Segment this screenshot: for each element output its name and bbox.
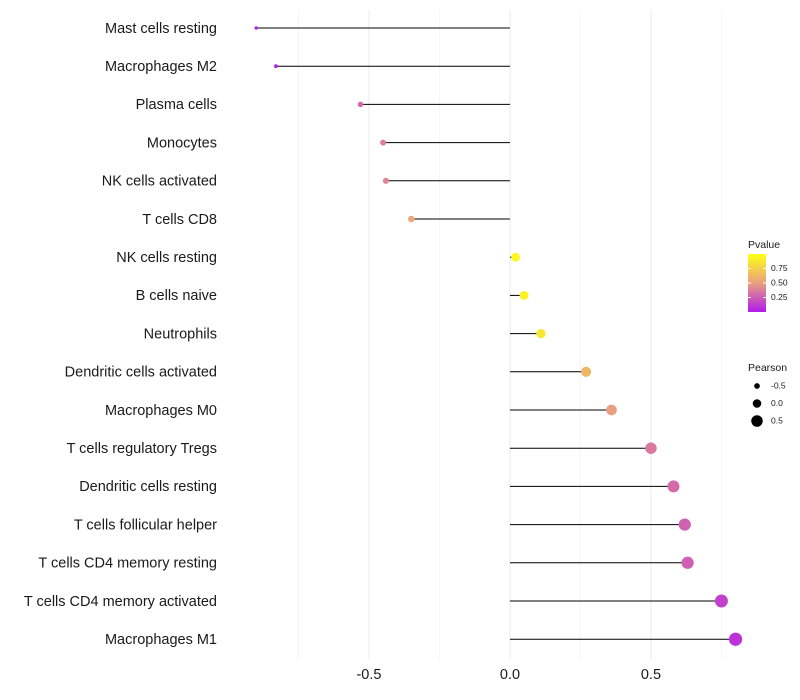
category-label: Mast cells resting: [105, 21, 217, 37]
x-tick-label: -0.5: [356, 667, 381, 683]
color-tick-label: 0.50: [771, 277, 788, 287]
data-point: [274, 64, 278, 69]
stems: [256, 27, 736, 640]
category-label: Macrophages M1: [105, 632, 217, 648]
x-tick-label: 0.5: [641, 667, 661, 683]
data-point: [254, 26, 258, 30]
data-point: [511, 252, 520, 262]
category-label: T cells regulatory Tregs: [67, 441, 217, 457]
data-point: [380, 139, 387, 146]
size-legend-label: -0.5: [771, 380, 786, 390]
color-tick-label: 0.75: [771, 263, 788, 273]
category-label: Plasma cells: [136, 97, 217, 113]
data-point: [728, 632, 743, 646]
category-labels: Mast cells resting Macrophages M2 Plasma c…: [24, 21, 217, 648]
data-point: [645, 442, 657, 454]
color-tick-label: 0.25: [771, 292, 788, 302]
size-legend-label: 0.0: [771, 398, 783, 408]
data-point: [581, 366, 592, 377]
data-point: [407, 215, 415, 223]
category-label: B cells naive: [136, 288, 217, 304]
category-label: NK cells activated: [102, 174, 217, 190]
data-point: [357, 101, 364, 108]
color-legend-ticks: 0.25 0.50 0.75: [748, 263, 788, 302]
data-point: [714, 594, 728, 608]
size-legend-dot: [752, 399, 762, 408]
color-bar: [748, 254, 766, 312]
category-label: T cells CD8: [142, 212, 217, 228]
category-label: NK cells resting: [116, 250, 217, 266]
x-axis-ticks: -0.5 0.0 0.5: [356, 667, 661, 683]
data-point: [606, 404, 617, 416]
category-label: T cells follicular helper: [74, 517, 217, 533]
x-tick-label: 0.0: [500, 667, 520, 683]
category-label: T cells CD4 memory resting: [38, 556, 217, 572]
grid-lines: [298, 10, 722, 660]
size-legend-entries: -0.5 0.0 0.5: [751, 380, 786, 427]
color-legend-title: Pvalue: [748, 239, 780, 251]
category-label: Dendritic cells activated: [65, 365, 217, 381]
category-label: Neutrophils: [144, 326, 217, 342]
data-point: [667, 480, 680, 493]
size-legend-dot: [751, 415, 763, 427]
points: [254, 26, 743, 646]
legend: Pvalue 0.25 0.50 0.75 Pearson -0.5 0.0 0.5: [748, 239, 788, 427]
category-label: Monocytes: [147, 135, 217, 151]
data-point: [382, 177, 389, 184]
data-point: [678, 518, 691, 531]
category-label: Dendritic cells resting: [79, 479, 217, 495]
category-label: T cells CD4 memory activated: [24, 594, 217, 610]
size-legend-title: Pearson: [748, 362, 787, 374]
data-point: [519, 290, 529, 300]
size-legend-dot: [754, 383, 760, 389]
category-label: Macrophages M2: [105, 59, 217, 75]
data-point: [681, 556, 694, 569]
data-point: [536, 328, 546, 339]
size-legend-label: 0.5: [771, 415, 783, 425]
category-label: Macrophages M0: [105, 403, 217, 419]
